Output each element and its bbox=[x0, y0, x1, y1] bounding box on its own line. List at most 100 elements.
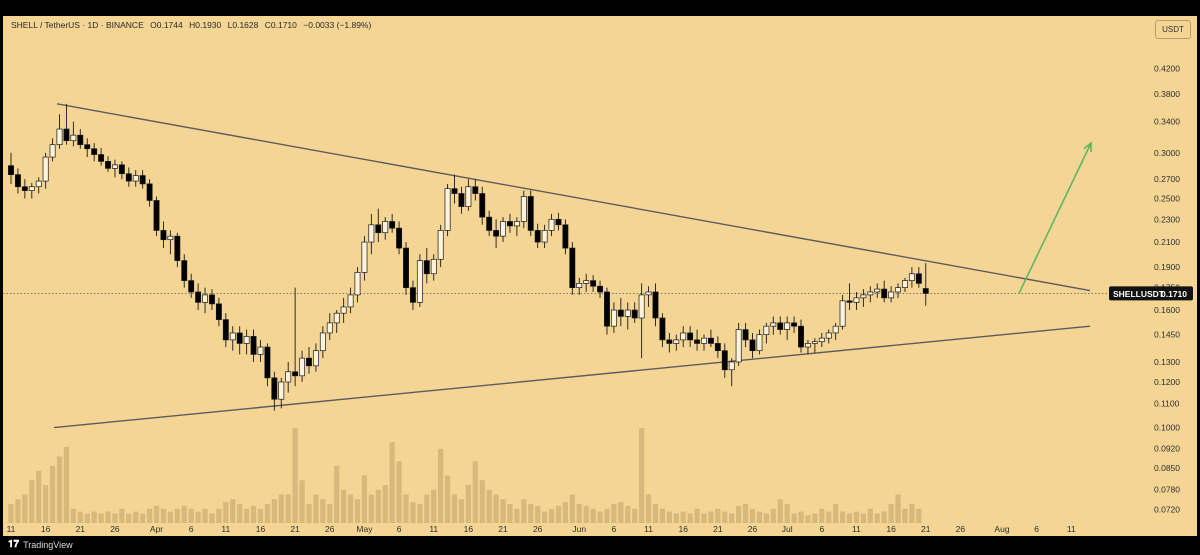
volume-bar bbox=[56, 456, 63, 523]
symbol-label[interactable]: SHELL / TetherUS · 1D · BINANCE bbox=[11, 20, 144, 30]
volume-bar bbox=[417, 504, 423, 523]
candle-body bbox=[125, 173, 132, 182]
volume-bar bbox=[715, 508, 721, 523]
candle-body bbox=[541, 230, 548, 243]
volume-bar bbox=[410, 502, 416, 523]
volume-bar bbox=[105, 511, 111, 523]
x-tick-label: Aug bbox=[994, 524, 1009, 534]
candle-body bbox=[21, 186, 28, 191]
volume-bar bbox=[666, 511, 672, 523]
candle-body bbox=[534, 230, 541, 243]
candle-body bbox=[569, 247, 576, 288]
volume-bar bbox=[507, 504, 513, 523]
volume-bar bbox=[555, 505, 562, 523]
candle-body bbox=[583, 280, 590, 284]
volume-bar bbox=[271, 499, 277, 523]
candle-body bbox=[243, 336, 250, 344]
candle-body bbox=[493, 230, 500, 237]
currency-unit-button[interactable]: USDT bbox=[1155, 20, 1191, 39]
y-tick-label: 0.3800 bbox=[1154, 89, 1180, 99]
x-tick-label: 6 bbox=[819, 524, 824, 534]
volume-bar bbox=[632, 508, 638, 523]
x-tick-label: 26 bbox=[110, 524, 120, 534]
candle-body bbox=[486, 216, 493, 231]
candle-body bbox=[701, 337, 707, 344]
y-tick-label: 0.1100 bbox=[1154, 399, 1180, 409]
x-tick-label: 6 bbox=[612, 524, 617, 534]
y-tick-label: 0.1450 bbox=[1154, 330, 1180, 340]
x-tick-label: 21 bbox=[498, 524, 508, 534]
candle-body bbox=[500, 221, 506, 237]
y-tick-label: 0.3000 bbox=[1154, 148, 1180, 158]
candle-body bbox=[673, 339, 680, 344]
low-value: L0.1628 bbox=[227, 20, 259, 30]
volume-bar bbox=[341, 489, 347, 523]
candle-body bbox=[264, 346, 271, 379]
candle-body bbox=[139, 175, 146, 185]
candle-body bbox=[403, 247, 409, 288]
candle-body bbox=[652, 291, 659, 319]
x-tick-label: 11 bbox=[7, 524, 16, 534]
current-price-symbol: SHELLUSDT bbox=[1113, 289, 1165, 299]
candle-body bbox=[91, 148, 98, 155]
candle-body bbox=[610, 309, 617, 327]
volume-bar bbox=[569, 494, 575, 523]
x-tick-label: 16 bbox=[256, 524, 266, 534]
volume-bar bbox=[382, 485, 388, 523]
candle-body bbox=[430, 258, 437, 275]
volume-bar bbox=[618, 502, 624, 523]
volume-bar bbox=[562, 502, 568, 523]
close-value: C0.1710 bbox=[264, 20, 297, 30]
change-value: −0.0033 (−1.89%) bbox=[303, 20, 372, 30]
candle-body bbox=[70, 134, 77, 142]
candle-body bbox=[215, 303, 222, 320]
tradingview-logo[interactable]: 𝟏𝟕 TradingView bbox=[8, 539, 73, 550]
candle-body bbox=[860, 294, 867, 299]
candle-body bbox=[888, 291, 895, 299]
volume-bar bbox=[112, 513, 118, 523]
candle-body bbox=[49, 144, 56, 158]
volume-bar bbox=[542, 511, 548, 523]
candle-body bbox=[645, 291, 652, 296]
volume-bar bbox=[493, 494, 499, 523]
candle-body bbox=[84, 144, 91, 150]
y-tick-label: 0.0780 bbox=[1154, 485, 1180, 495]
x-tick-label: 26 bbox=[325, 524, 335, 534]
current-price-badge bbox=[1109, 286, 1193, 301]
volume-bar bbox=[500, 499, 506, 523]
candle-body bbox=[881, 288, 888, 299]
volume-bar bbox=[846, 513, 853, 523]
y-tick-label: 0.0920 bbox=[1154, 443, 1180, 453]
y-tick-label: 0.1000 bbox=[1154, 423, 1180, 433]
volume-bar bbox=[22, 494, 28, 523]
volume-bar bbox=[313, 494, 319, 523]
candle-body bbox=[437, 230, 444, 260]
x-tick-label: 11 bbox=[644, 524, 653, 534]
x-tick-label: 11 bbox=[221, 524, 230, 534]
volume-bar bbox=[140, 513, 146, 523]
candle-body bbox=[444, 188, 451, 231]
x-tick-label: Apr bbox=[150, 524, 163, 534]
candle-body bbox=[160, 230, 167, 241]
volume-bar bbox=[354, 499, 361, 523]
candle-body bbox=[666, 339, 673, 344]
volume-bar bbox=[805, 515, 811, 523]
volume-bar bbox=[15, 499, 21, 523]
chart-panel[interactable]: 0.4200 0.3800 0.3400 0.3000 0.2700 0.2500 0.23… bbox=[3, 16, 1197, 536]
candle-body bbox=[375, 224, 382, 234]
volume-bar bbox=[292, 428, 298, 523]
volume-bar bbox=[902, 508, 908, 523]
candle-body bbox=[895, 287, 901, 293]
volume-bar bbox=[153, 505, 160, 523]
candle-body bbox=[333, 312, 340, 324]
candle-body bbox=[846, 300, 853, 303]
volume-bar bbox=[784, 504, 790, 523]
candle-body bbox=[687, 332, 694, 341]
candle-body bbox=[513, 221, 520, 227]
price-chart[interactable]: 0.4200 0.3800 0.3400 0.3000 0.2700 0.2500 0.23… bbox=[3, 16, 1197, 536]
volume-bar bbox=[285, 494, 291, 523]
x-tick-label: 16 bbox=[678, 524, 688, 534]
current-price-value: 0.1710 bbox=[1161, 289, 1187, 299]
candle-body bbox=[396, 227, 403, 249]
volume-bar bbox=[645, 494, 652, 523]
